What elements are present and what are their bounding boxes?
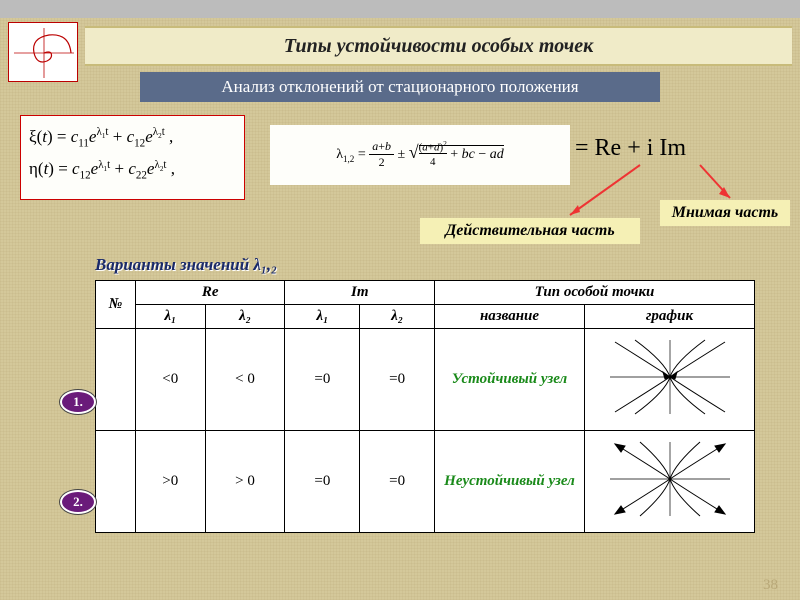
equation-box-2: λ1,2 = a+b2 ± √(a+d)24 + bc − ad (270, 125, 570, 185)
equation-box-1: ξ(t) = c11eλ1t + c12eλ2t , η(t) = c12eλ1… (20, 115, 245, 200)
unstable-node-icon (595, 434, 745, 524)
spiral-thumbnail (8, 22, 78, 82)
cell: <0 (136, 329, 206, 431)
label-real-part: Действительная часть (420, 218, 640, 244)
cell: > 0 (205, 431, 285, 533)
col-re: Re (136, 281, 285, 305)
type-name: Неустойчивый узел (435, 431, 585, 533)
cell: < 0 (205, 329, 285, 431)
label-imaginary-part: Мнимая часть (660, 200, 790, 226)
page-number: 38 (763, 577, 778, 594)
col-no: № (96, 281, 136, 329)
lambda-label: λ₁ (136, 305, 206, 329)
col-im: Im (285, 281, 435, 305)
cell: =0 (360, 431, 435, 533)
re-im-formula: = Re + i Im (575, 135, 686, 162)
lambda-label: λ₂ (205, 305, 285, 329)
top-strip (0, 0, 800, 18)
cell: =0 (285, 431, 360, 533)
graph-cell (585, 329, 755, 431)
graph-cell (585, 431, 755, 533)
stability-table: № Re Im Тип особой точки λ₁ λ₂ λ₁ λ₂ наз… (95, 280, 755, 533)
row-no (96, 431, 136, 533)
col-name: название (435, 305, 585, 329)
cell: =0 (285, 329, 360, 431)
subtitle-bar: Анализ отклонений от стационарного полож… (140, 72, 660, 102)
col-graph: график (585, 305, 755, 329)
title-bar: Типы устойчивости особых точек (85, 26, 792, 66)
subtitle-text: Анализ отклонений от стационарного полож… (221, 77, 578, 97)
title-text: Типы устойчивости особых точек (284, 35, 593, 58)
cell: >0 (136, 431, 206, 533)
col-type: Тип особой точки (435, 281, 755, 305)
row-badge-2: 2. (60, 490, 96, 514)
cell: =0 (360, 329, 435, 431)
lambda-label: λ₁ (285, 305, 360, 329)
type-name: Устойчивый узел (435, 329, 585, 431)
row-badge-1: 1. (60, 390, 96, 414)
stable-node-icon (595, 332, 745, 422)
variants-heading: Варианты значений λ₁,₂ (95, 255, 277, 275)
lambda-label: λ₂ (360, 305, 435, 329)
row-no (96, 329, 136, 431)
